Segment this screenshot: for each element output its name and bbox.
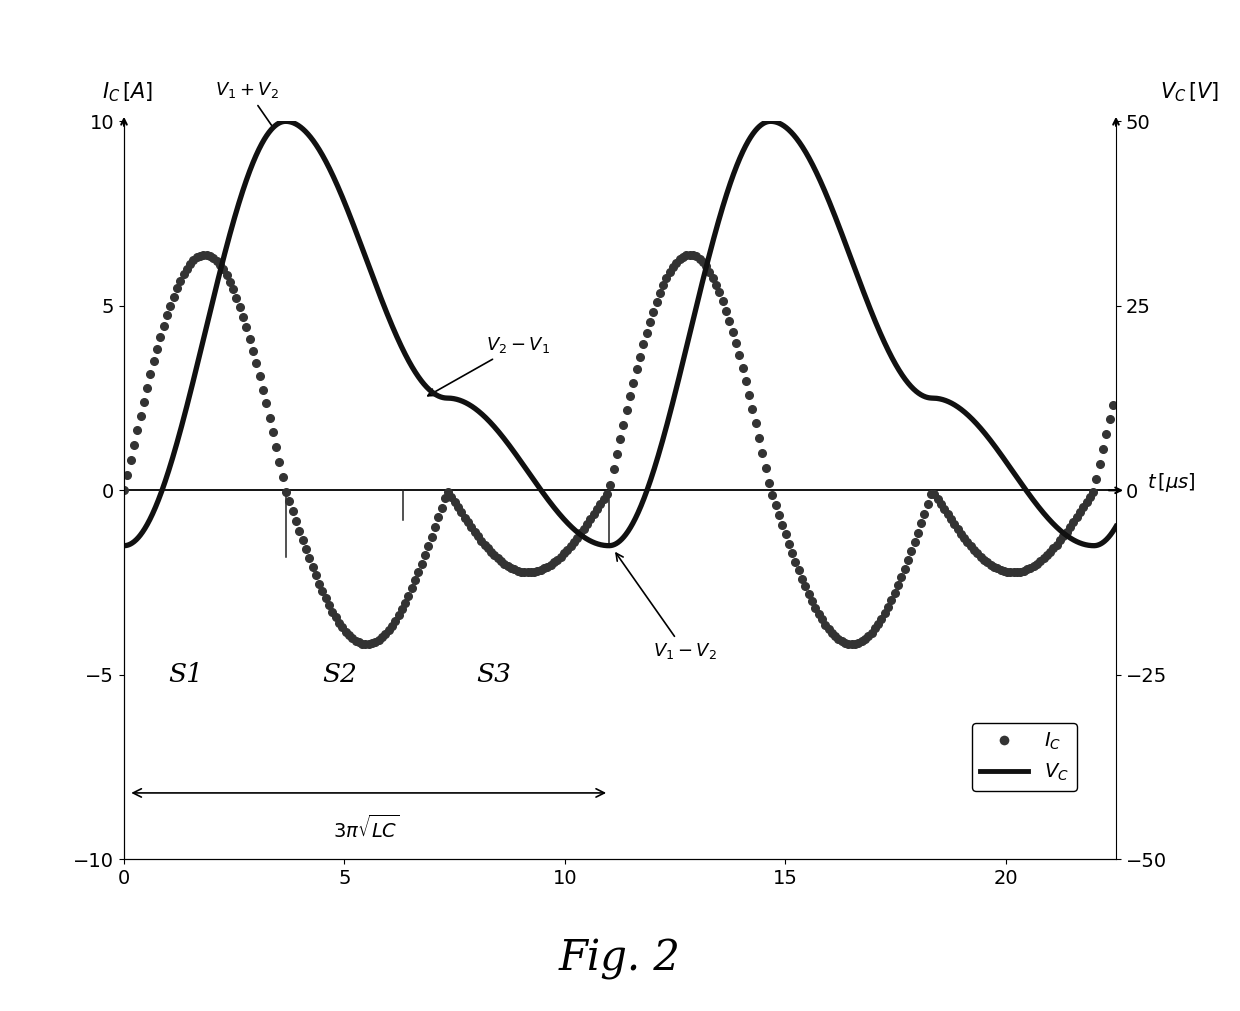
Text: $V_1+V_2$: $V_1+V_2$	[216, 81, 279, 126]
Text: $3\pi\sqrt{LC}$: $3\pi\sqrt{LC}$	[334, 815, 401, 842]
Text: Fig. 2: Fig. 2	[559, 938, 681, 980]
Text: $V_2-V_1$: $V_2-V_1$	[428, 335, 549, 395]
Text: $\mathit{I}_C\,[A]$: $\mathit{I}_C\,[A]$	[102, 80, 153, 103]
Legend: $\mathit{I}_C$, $V_C$: $\mathit{I}_C$, $V_C$	[972, 723, 1076, 791]
Text: S1: S1	[169, 662, 203, 687]
Text: S2: S2	[322, 662, 357, 687]
Text: $\mathit{V}_C\,[V]$: $\mathit{V}_C\,[V]$	[1161, 80, 1219, 103]
Text: S3: S3	[476, 662, 512, 687]
Text: $t\,[\mu s]$: $t\,[\mu s]$	[1147, 471, 1195, 494]
Text: $V_1-V_2$: $V_1-V_2$	[616, 553, 717, 661]
